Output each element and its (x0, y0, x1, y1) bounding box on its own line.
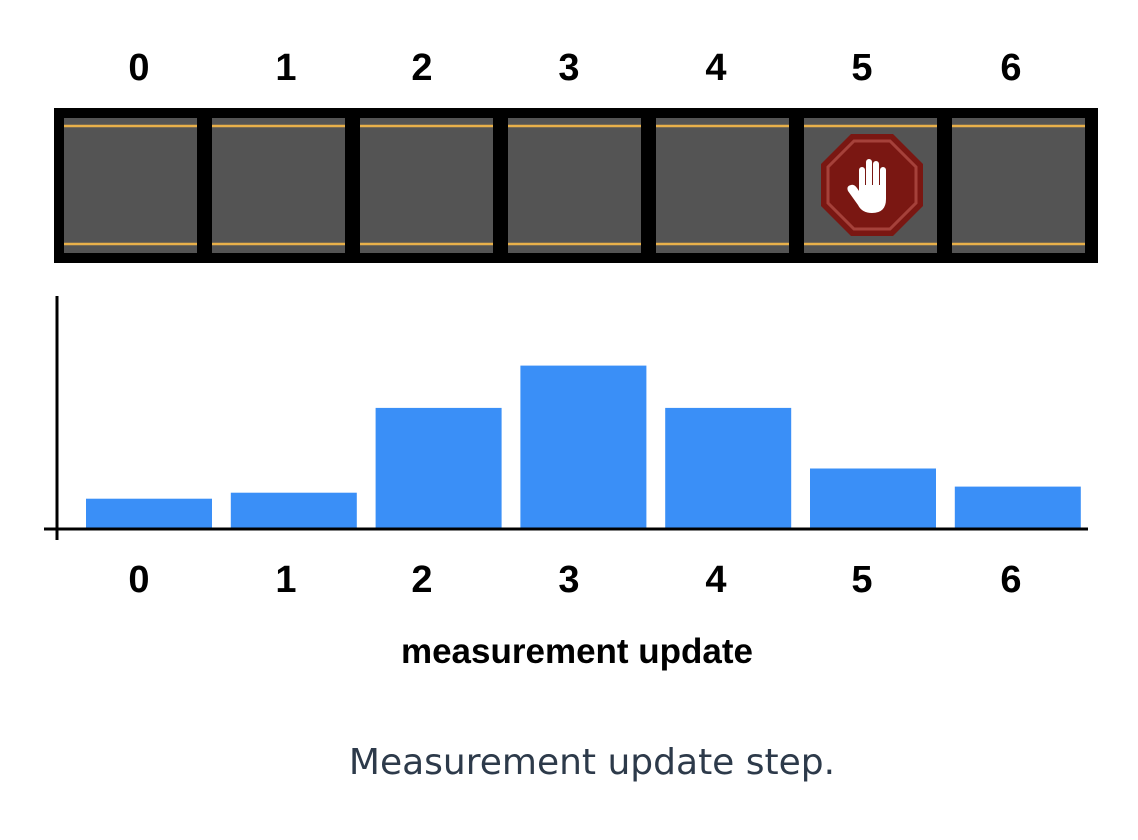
road-cells (64, 118, 1085, 253)
bar-5 (810, 468, 936, 529)
grid-index-5: 5 (851, 47, 872, 89)
road-cell-2 (360, 118, 493, 253)
road-cell-1 (212, 118, 345, 253)
stop-sign-icon (821, 134, 923, 236)
x-tick-label-0: 0 (128, 559, 149, 601)
bar-2 (375, 407, 502, 529)
grid-index-1: 1 (275, 47, 296, 89)
bar-6 (954, 486, 1081, 529)
x-tick-label-4: 4 (705, 559, 726, 601)
grid-index-2: 2 (411, 47, 432, 89)
road-cell-4 (656, 118, 789, 253)
road-grid (54, 108, 1098, 263)
bar-3 (520, 365, 647, 529)
bar-4 (665, 407, 792, 529)
grid-index-6: 6 (1000, 47, 1021, 89)
grid-index-4: 4 (705, 47, 726, 89)
x-axis-label: measurement update (401, 632, 753, 671)
bars (86, 365, 1081, 529)
road-cell-6 (952, 118, 1085, 253)
measurement-update-figure: 0 1 2 3 4 5 6 0 1 2 (44, 47, 1098, 671)
grid-index-0: 0 (128, 47, 149, 89)
stop-hand-icon (847, 159, 886, 213)
x-tick-label-2: 2 (411, 559, 432, 601)
figure-caption: Measurement update step. (348, 742, 836, 783)
x-tick-label-3: 3 (558, 559, 579, 601)
road-cell-3 (508, 118, 641, 253)
road-cell-0 (64, 118, 197, 253)
x-tick-label-6: 6 (1000, 559, 1021, 601)
grid-index-labels: 0 1 2 3 4 5 6 (128, 47, 1021, 89)
x-tick-labels: 0 1 2 3 4 5 6 (128, 559, 1021, 601)
x-tick-label-1: 1 (275, 559, 296, 601)
bar-1 (230, 492, 357, 529)
grid-index-3: 3 (558, 47, 579, 89)
x-tick-label-5: 5 (851, 559, 872, 601)
belief-bar-chart: 0 1 2 3 4 5 6 measurement update (44, 296, 1088, 671)
bar-0 (86, 498, 212, 529)
